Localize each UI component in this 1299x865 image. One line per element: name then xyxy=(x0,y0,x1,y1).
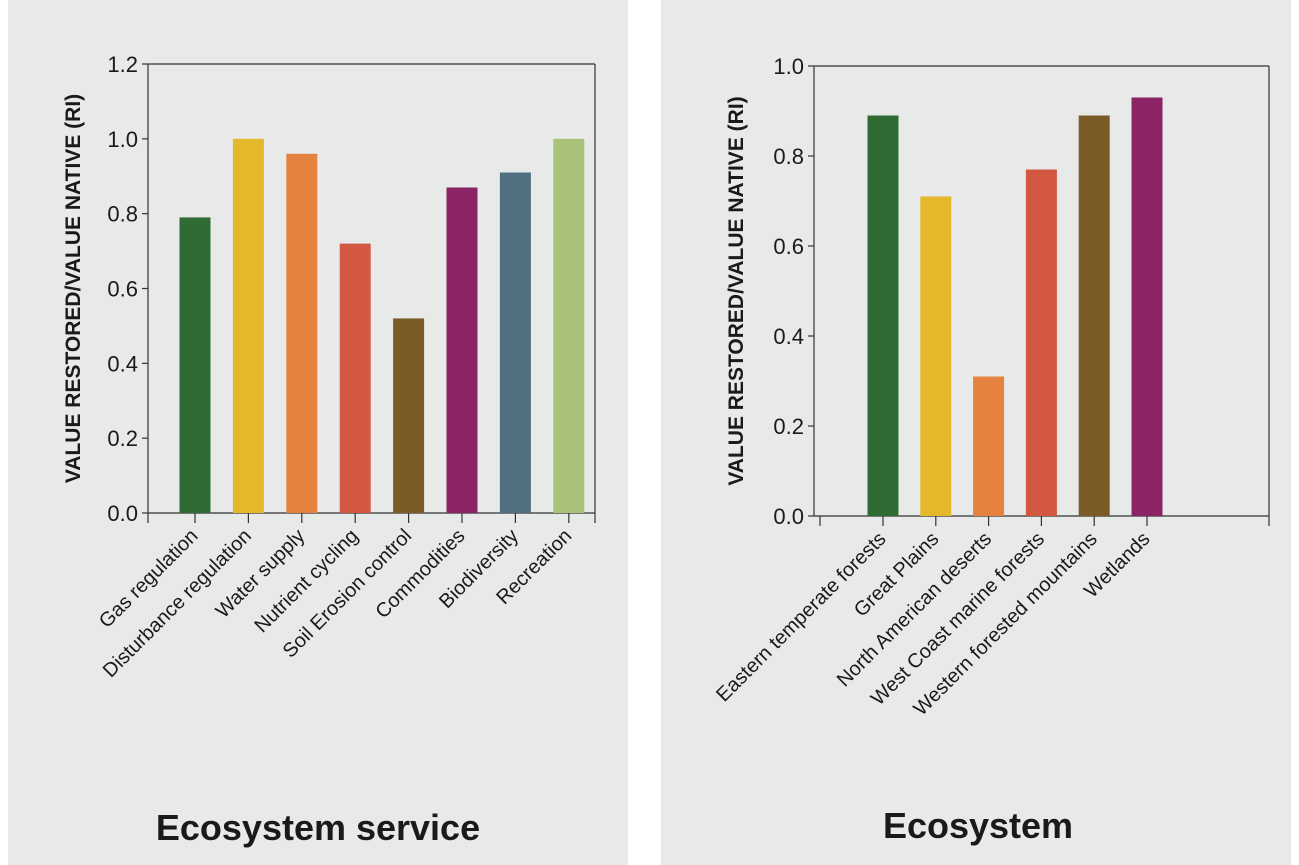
bar xyxy=(232,138,264,514)
bar xyxy=(499,172,531,513)
y-axis-title: VALUE RESTORED/VALUE NATIVE (RI) xyxy=(725,96,748,485)
y-tick-label: 0.8 xyxy=(107,202,138,227)
y-tick-label: 1.0 xyxy=(107,127,138,152)
bar xyxy=(1078,115,1110,516)
y-tick-label: 0.6 xyxy=(107,277,138,302)
x-axis-title: Ecosystem xyxy=(883,805,1073,846)
bar xyxy=(339,243,371,513)
bar xyxy=(920,196,952,516)
y-tick-label: 0.0 xyxy=(107,501,138,526)
y-tick-label: 0.6 xyxy=(773,234,804,259)
bar xyxy=(973,376,1005,516)
y-tick-label: 0.4 xyxy=(107,351,138,376)
y-tick-label: 1.2 xyxy=(107,52,138,77)
bar xyxy=(867,115,899,516)
x-axis-title: Ecosystem service xyxy=(156,807,480,848)
y-tick-label: 0.4 xyxy=(773,324,804,349)
y-tick-label: 0.2 xyxy=(107,426,138,451)
bar xyxy=(1025,169,1057,516)
y-tick-label: 0.2 xyxy=(773,414,804,439)
y-axis-title: VALUE RESTORED/VALUE NATIVE (RI) xyxy=(62,94,85,483)
y-tick-label: 0.8 xyxy=(773,144,804,169)
bar xyxy=(553,138,585,514)
bar xyxy=(286,153,318,514)
bar xyxy=(179,217,211,514)
bar xyxy=(393,318,425,513)
bar-chart-ecosystem: 0.0 0.2 0.4 0.6 0.8 1.0 VALUE RESTORED/VALUE N… xyxy=(712,54,1270,846)
y-tick-label: 1.0 xyxy=(773,54,804,79)
chart-panel-ecosystem-service: 0.0 0.2 0.4 0.6 0.8 1.0 1.2 VALUE RESTORED/VALU… xyxy=(8,0,628,865)
bar xyxy=(1131,97,1163,516)
bar-chart-ecosystem-service: 0.0 0.2 0.4 0.6 0.8 1.0 1.2 VALUE RESTORED/VALU… xyxy=(62,52,596,848)
y-tick-label: 0.0 xyxy=(773,504,804,529)
chart-panel-ecosystem: 0.0 0.2 0.4 0.6 0.8 1.0 VALUE RESTORED/VALUE N… xyxy=(661,0,1291,865)
bar xyxy=(446,187,478,513)
